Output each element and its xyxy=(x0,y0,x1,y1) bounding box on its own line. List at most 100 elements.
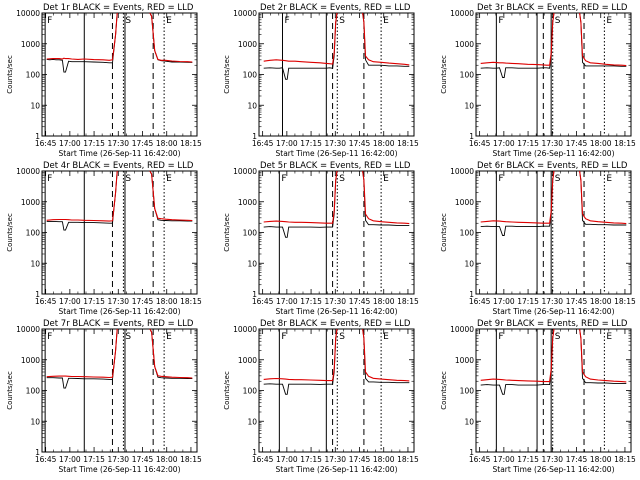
x-axis: 16:45 17:00 17:15 17:30 17:45 18:00 18:15 xyxy=(469,13,636,148)
series-lld xyxy=(46,13,193,63)
y-tick-label: 10 xyxy=(30,259,40,268)
plot-area xyxy=(263,13,410,136)
x-tick-label: 17:15 xyxy=(83,297,105,306)
x-axis-label: Start Time (26-Sep-11 16:42:00) xyxy=(276,149,398,158)
x-tick-label: 17:45 xyxy=(132,455,154,464)
panel-title: Det 7r BLACK = Events, RED = LLD xyxy=(43,319,194,329)
y-axis-label: Counts/sec xyxy=(440,371,448,410)
y-tick-label: 100 xyxy=(243,71,258,80)
y-axis-label: Counts/sec xyxy=(223,55,231,94)
plot-frame xyxy=(41,328,198,453)
x-tick-label: 18:00 xyxy=(590,139,612,148)
y-tick-label: 100 xyxy=(460,71,475,80)
panel-det-3: Det 3r BLACK = Events, RED = LLD 1 10 100 10… xyxy=(440,3,636,158)
x-tick-label: 17:15 xyxy=(300,139,322,148)
panel-det-1: Det 1r BLACK = Events, RED = LLD 1 10 100 10… xyxy=(6,3,202,158)
x-tick-label: 17:30 xyxy=(324,297,346,306)
y-tick-label: 10 xyxy=(464,259,474,268)
y-tick-label: 1000 xyxy=(21,40,40,49)
y-tick-label: 100 xyxy=(243,387,258,396)
y-tick-label: 1 xyxy=(35,132,40,141)
panel-det-4: Det 4r BLACK = Events, RED = LLD 1 10 100 10… xyxy=(6,161,202,316)
x-tick-label: 17:30 xyxy=(107,139,129,148)
x-axis-label: Start Time (26-Sep-11 16:42:00) xyxy=(59,149,181,158)
x-tick-label: 18:00 xyxy=(373,297,395,306)
plot-area xyxy=(263,171,410,294)
series-lld xyxy=(480,171,627,225)
x-tick-label: 17:00 xyxy=(493,139,515,148)
plot-area xyxy=(44,13,193,136)
y-tick-label: 1000 xyxy=(455,198,474,207)
x-tick-label: 17:45 xyxy=(349,139,371,148)
x-tick-label: 18:00 xyxy=(590,297,612,306)
x-tick-label: 18:15 xyxy=(614,139,636,148)
y-tick-label: 10 xyxy=(30,101,40,110)
marker-label-f: F xyxy=(498,16,503,26)
y-tick-label: 1 xyxy=(35,290,40,299)
series-lld xyxy=(263,13,410,66)
x-axis: 16:45 17:00 17:15 17:30 17:45 18:00 18:15 xyxy=(252,329,419,464)
y-tick-label: 1000 xyxy=(238,40,257,49)
y-tick-label: 100 xyxy=(243,229,258,238)
x-tick-label: 18:00 xyxy=(156,455,178,464)
y-tick-label: 10000 xyxy=(450,9,474,18)
marker-label-e: E xyxy=(606,332,612,342)
panel-det-5: Det 5r BLACK = Events, RED = LLD 1 10 100 10… xyxy=(223,161,419,316)
x-tick-label: 17:15 xyxy=(300,297,322,306)
x-tick-label: 17:30 xyxy=(541,455,563,464)
marker-label-f: F xyxy=(47,174,52,184)
x-tick-label: 17:30 xyxy=(107,455,129,464)
x-tick-label: 16:45 xyxy=(252,139,274,148)
y-axis: 1 10 100 1000 10000 xyxy=(16,9,197,141)
y-tick-label: 10000 xyxy=(233,167,257,176)
marker-label-f: F xyxy=(281,174,286,184)
y-tick-label: 10000 xyxy=(16,325,40,334)
y-tick-label: 1 xyxy=(252,290,257,299)
plot-frame xyxy=(475,170,632,295)
panel-title: Det 1r BLACK = Events, RED = LLD xyxy=(43,3,194,13)
y-tick-label: 1 xyxy=(252,448,257,457)
x-tick-label: 17:30 xyxy=(324,455,346,464)
y-tick-label: 10000 xyxy=(233,9,257,18)
y-tick-label: 10 xyxy=(464,101,474,110)
plot-frame xyxy=(258,328,415,453)
y-tick-label: 10 xyxy=(464,417,474,426)
y-axis: 1 10 100 1000 10000 xyxy=(450,325,631,457)
x-axis: 16:45 17:00 17:15 17:30 17:45 18:00 18:15 xyxy=(252,13,419,148)
x-tick-label: 16:45 xyxy=(252,297,274,306)
marker-label-s: S xyxy=(125,332,131,342)
x-tick-label: 16:45 xyxy=(35,455,57,464)
y-tick-label: 10 xyxy=(247,259,257,268)
x-tick-label: 18:15 xyxy=(397,297,419,306)
x-tick-label: 18:15 xyxy=(180,297,202,306)
x-tick-label: 17:45 xyxy=(566,139,588,148)
marker-label-e: E xyxy=(606,174,612,184)
x-tick-label: 17:30 xyxy=(107,297,129,306)
x-tick-label: 16:45 xyxy=(252,455,274,464)
x-tick-label: 17:00 xyxy=(276,139,298,148)
x-axis: 16:45 17:00 17:15 17:30 17:45 18:00 18:15 xyxy=(35,329,202,464)
x-tick-label: 16:45 xyxy=(469,139,491,148)
plot-area xyxy=(480,13,627,136)
y-tick-label: 10000 xyxy=(16,9,40,18)
y-tick-label: 1000 xyxy=(238,198,257,207)
marker-label-e: E xyxy=(606,16,612,26)
marker-label-e: E xyxy=(166,332,172,342)
marker-label-e: E xyxy=(383,16,389,26)
x-tick-label: 18:15 xyxy=(180,139,202,148)
x-axis-label: Start Time (26-Sep-11 16:42:00) xyxy=(493,149,615,158)
x-axis: 16:45 17:00 17:15 17:30 17:45 18:00 18:15 xyxy=(35,13,202,148)
x-axis-label: Start Time (26-Sep-11 16:42:00) xyxy=(59,307,181,316)
marker-label-s: S xyxy=(555,174,561,184)
x-tick-label: 17:15 xyxy=(517,297,539,306)
plot-area xyxy=(480,329,627,452)
y-axis: 1 10 100 1000 10000 xyxy=(16,325,197,457)
y-tick-label: 10 xyxy=(247,101,257,110)
plot-area xyxy=(480,171,627,294)
plot-area xyxy=(44,329,193,452)
x-tick-label: 16:45 xyxy=(469,297,491,306)
series-lld xyxy=(46,171,193,222)
plot-frame xyxy=(41,12,198,137)
panel-title: Det 2r BLACK = Events, RED = LLD xyxy=(260,3,411,13)
